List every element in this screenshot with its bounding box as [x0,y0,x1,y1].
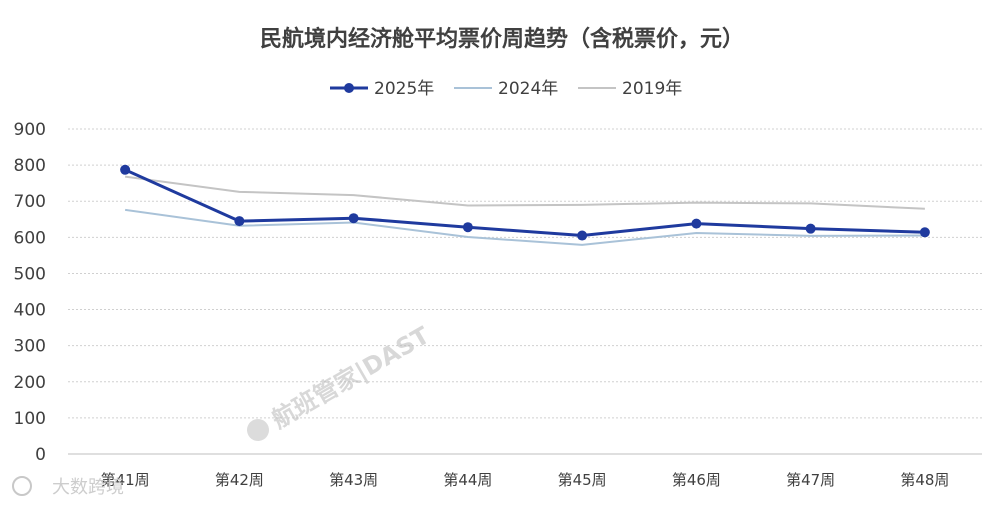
y-tick-label: 100 [14,409,46,429]
x-tick-label: 第45周 [558,471,607,489]
x-tick-label: 第48周 [900,471,949,489]
x-axis: 第41周 第42周 第43周 第44周 第45周 第46周 第47周 第48周 [101,471,950,489]
legend-marker [344,83,354,93]
chart-title: 民航境内经济舱平均票价周趋势（含税票价，元） [260,26,744,52]
legend-item: 2019年 [578,79,682,99]
y-tick-label: 600 [14,228,46,248]
data-point [691,218,702,229]
data-point [919,227,930,238]
y-tick-label: 800 [14,156,46,176]
y-tick-label: 900 [14,120,46,140]
y-tick-label: 400 [14,301,46,321]
watermark-corner-text: 大数跨境 [52,477,124,498]
series-1 [124,208,925,246]
data-point [805,223,816,234]
watermark-logo: 航班管家|DAST [247,321,435,441]
watermark-text: 航班管家|DAST [267,321,435,434]
data-point [120,164,131,175]
series-group [120,164,930,246]
y-tick-label: 200 [14,373,46,393]
legend-label: 2019年 [622,79,682,99]
x-tick-label: 第43周 [329,471,378,489]
x-tick-label: 第46周 [672,471,721,489]
x-tick-label: 第44周 [443,471,492,489]
x-tick-label: 第41周 [101,471,150,489]
y-axis: 0 100 200 300 400 500 600 700 800 900 [14,120,46,465]
legend-item: 2025年 [330,79,434,99]
legend-item: 2024年 [454,79,558,99]
watermark-corner: 大数跨境 [12,476,124,498]
series-line [124,208,925,246]
series-line [124,168,925,238]
legend-label: 2025年 [374,79,434,99]
legend: 2025年 2024年 2019年 [330,79,682,99]
data-point [234,216,245,227]
series-2 [124,175,925,210]
series-0 [120,164,930,241]
brand-icon [12,476,32,496]
y-tick-label: 500 [14,264,46,284]
legend-label: 2024年 [498,79,558,99]
data-point [577,230,588,241]
y-tick-label: 0 [35,445,46,465]
y-tick-label: 300 [14,337,46,357]
data-point [462,222,473,233]
x-tick-label: 第47周 [786,471,835,489]
series-line [124,175,925,210]
x-tick-label: 第42周 [215,471,264,489]
data-point [348,213,359,224]
gridlines [68,128,982,455]
y-tick-label: 700 [14,192,46,212]
plane-icon [247,419,269,441]
